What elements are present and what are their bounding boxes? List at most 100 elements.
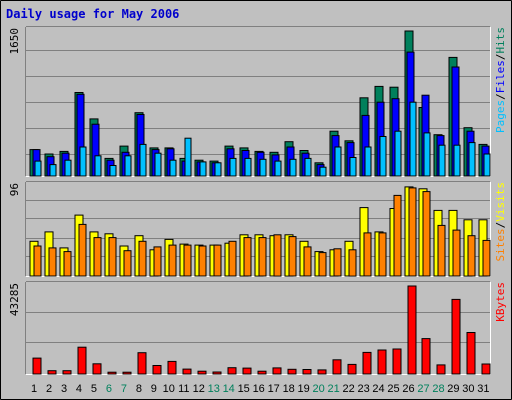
bar-sites-day-22 [348, 249, 357, 277]
bar-sites-day-8 [138, 240, 147, 277]
legend-entry: KBytes [494, 282, 507, 322]
bar-sites-day-24 [378, 232, 387, 277]
day-label-23: 23 [357, 383, 369, 395]
bar-sites-day-12 [198, 245, 207, 277]
day-label-30: 30 [462, 383, 474, 395]
bar-kbytes-day-30 [466, 332, 476, 375]
bar-sites-day-4 [78, 223, 87, 277]
day-label-17: 17 [268, 383, 280, 395]
legend-entry: / [494, 222, 507, 229]
legend-entry: Pages [494, 100, 507, 133]
legend-entry: Hits [494, 27, 507, 54]
bar-sites-day-10 [168, 244, 177, 277]
day-label-18: 18 [283, 383, 295, 395]
bar-sites-day-1 [33, 245, 42, 277]
bar-pages-day-4 [79, 146, 87, 177]
bar-pages-day-20 [319, 166, 327, 177]
bar-pages-day-30 [468, 142, 476, 177]
bar-pages-day-6 [109, 165, 117, 177]
bar-kbytes-day-29 [451, 298, 461, 375]
bar-kbytes-day-12 [197, 370, 207, 375]
plot-area [26, 282, 490, 374]
day-label-31: 31 [477, 383, 489, 395]
bar-pages-day-14 [229, 157, 237, 177]
legend-entry: / [494, 54, 507, 61]
bar-sites-day-5 [93, 237, 102, 277]
bar-kbytes-day-8 [137, 352, 147, 375]
bar-pages-day-13 [214, 162, 222, 177]
bar-sites-day-11 [183, 244, 192, 277]
day-label-28: 28 [432, 383, 444, 395]
bar-kbytes-day-16 [257, 370, 267, 375]
bar-kbytes-day-27 [421, 338, 431, 375]
bar-pages-day-22 [349, 157, 357, 177]
bar-kbytes-day-3 [62, 370, 72, 375]
legend: KBytes [494, 282, 507, 322]
scale-max-label: 96 [8, 183, 21, 196]
bar-kbytes-day-24 [377, 349, 387, 375]
bar-kbytes-day-15 [242, 367, 252, 375]
bar-kbytes-day-28 [436, 364, 446, 375]
bar-sites-day-15 [243, 237, 252, 277]
day-label-7: 7 [121, 383, 127, 395]
bar-sites-day-14 [228, 240, 237, 277]
bar-sites-day-17 [273, 234, 282, 277]
scale-max-label: 1650 [8, 28, 21, 55]
day-label-26: 26 [402, 383, 414, 395]
bar-sites-day-26 [408, 187, 417, 277]
bar-pages-day-8 [139, 143, 147, 177]
bar-pages-day-9 [154, 152, 162, 177]
bar-pages-day-15 [244, 157, 252, 177]
day-label-3: 3 [61, 383, 67, 395]
bar-kbytes-day-10 [167, 360, 177, 375]
bar-pages-day-24 [379, 136, 387, 177]
day-label-25: 25 [387, 383, 399, 395]
bar-pages-day-19 [304, 157, 312, 177]
bar-pages-day-31 [483, 153, 491, 177]
bar-pages-day-27 [423, 132, 431, 177]
bar-sites-day-30 [467, 235, 476, 277]
bar-kbytes-day-31 [481, 363, 491, 375]
bar-sites-day-29 [452, 229, 461, 277]
bar-kbytes-day-21 [332, 359, 342, 375]
day-label-4: 4 [76, 383, 82, 395]
bar-sites-day-7 [123, 250, 132, 277]
bar-pages-day-10 [169, 159, 177, 177]
bar-pages-day-1 [34, 160, 42, 177]
day-label-20: 20 [312, 383, 324, 395]
bar-pages-day-7 [124, 155, 132, 177]
bar-kbytes-day-26 [407, 285, 417, 375]
scale-max-label: 43285 [8, 283, 21, 316]
bar-kbytes-day-14 [227, 367, 237, 375]
bar-kbytes-day-2 [47, 370, 57, 375]
day-label-11: 11 [178, 383, 189, 395]
day-label-19: 19 [297, 383, 309, 395]
bar-kbytes-day-23 [362, 351, 372, 375]
bar-sites-day-21 [333, 248, 342, 277]
day-label-16: 16 [253, 383, 265, 395]
bar-kbytes-day-20 [317, 369, 327, 375]
visits-panel: 96 Sites/Visits [8, 181, 507, 277]
bar-pages-day-23 [364, 146, 372, 177]
legend-entry: / [494, 93, 507, 100]
bar-sites-day-3 [63, 251, 72, 277]
chart-title: Daily usage for May 2006 [6, 7, 179, 21]
bar-pages-day-3 [64, 159, 72, 177]
bar-sites-day-25 [393, 194, 402, 277]
day-label-5: 5 [91, 383, 97, 395]
day-label-27: 27 [417, 383, 429, 395]
bar-sites-day-2 [48, 247, 57, 277]
bar-kbytes-day-22 [347, 363, 357, 375]
day-label-21: 21 [327, 383, 339, 395]
bar-pages-day-21 [334, 146, 342, 177]
bar-pages-day-5 [94, 155, 102, 177]
legend-entry: Visits [494, 182, 507, 222]
bar-kbytes-day-9 [152, 365, 162, 375]
day-label-13: 13 [208, 383, 220, 395]
bar-sites-day-27 [422, 191, 431, 277]
bar-pages-day-2 [49, 164, 57, 177]
bar-sites-day-13 [213, 244, 222, 277]
day-label-29: 29 [447, 383, 459, 395]
